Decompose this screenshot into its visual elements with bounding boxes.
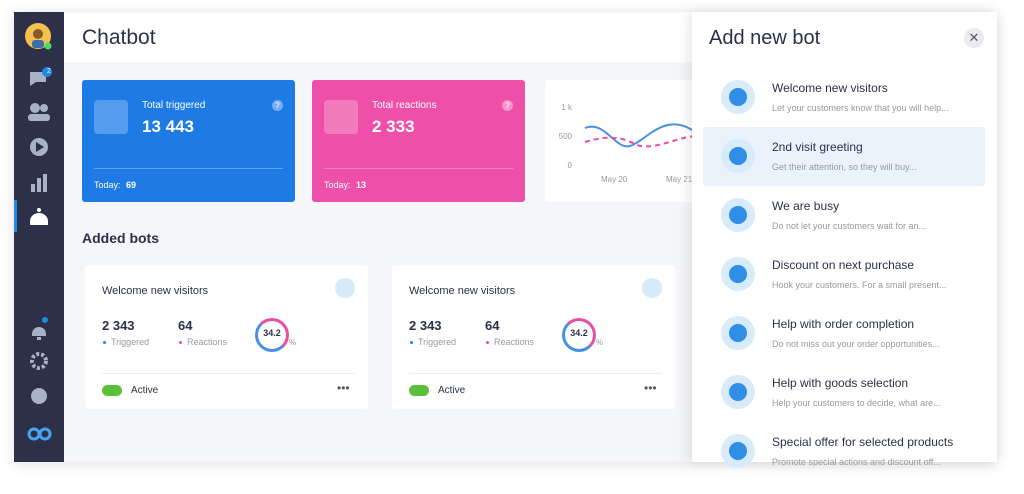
help-icon: ? xyxy=(272,100,283,111)
reactions-value: 64 xyxy=(178,318,193,333)
more-menu[interactable]: ••• xyxy=(644,381,657,395)
active-toggle[interactable] xyxy=(409,385,429,396)
triggered-value: 2 343 xyxy=(409,318,442,333)
item-desc: Hook your customers. For a small present… xyxy=(772,280,947,290)
today-label: Today: xyxy=(324,180,351,190)
reactions-label: Reactions xyxy=(187,337,228,347)
bot-icon xyxy=(642,278,662,298)
item-icon-core xyxy=(729,324,747,342)
stat-divider xyxy=(94,168,283,169)
item-icon-core xyxy=(729,265,747,283)
stat-card[interactable] xyxy=(312,80,525,202)
stat-card[interactable] xyxy=(82,80,295,202)
item-desc: Do not miss out your order opportunities… xyxy=(772,339,940,349)
mini-chart xyxy=(584,123,696,148)
item-icon-core xyxy=(729,147,747,165)
rate-ring xyxy=(255,318,289,352)
item-desc: Do not let your customers wait for an... xyxy=(772,221,927,231)
today-value: 13 xyxy=(356,180,367,190)
card-divider xyxy=(102,373,355,374)
reactions-dot xyxy=(486,341,489,344)
header xyxy=(64,12,694,62)
item-icon-core xyxy=(729,206,747,224)
sidebar: 2 xyxy=(14,12,64,462)
item-desc: Promote special actions and discount off… xyxy=(772,457,941,466)
today-label: Today: xyxy=(94,180,121,190)
rate-unit: % xyxy=(289,338,297,347)
reactions-dot xyxy=(179,341,182,344)
status-label: Active xyxy=(131,385,159,396)
triggered-label: Triggered xyxy=(111,337,150,347)
item-title[interactable]: Welcome new visitors xyxy=(772,81,888,95)
section-title: Added bots xyxy=(82,230,159,246)
stat-icon xyxy=(324,100,358,134)
status-label: Active xyxy=(438,385,466,396)
stat-value: 13 443 xyxy=(142,117,194,136)
more-menu[interactable]: ••• xyxy=(337,381,350,395)
rate-value: 34.2 xyxy=(570,328,588,338)
active-toggle[interactable] xyxy=(102,385,122,396)
item-title[interactable]: Help with goods selection xyxy=(772,376,909,390)
item-desc: Let your customers know that you will he… xyxy=(772,103,949,113)
reactions-value: 64 xyxy=(485,318,500,333)
today-value: 69 xyxy=(126,180,137,190)
stat-icon xyxy=(94,100,128,134)
close-button[interactable]: ✕ xyxy=(964,28,984,48)
item-title[interactable]: We are busy xyxy=(772,199,840,213)
item-title[interactable]: Special offer for selected products xyxy=(772,435,954,449)
y-tick-label: 0 xyxy=(567,161,572,170)
rate-value: 34.2 xyxy=(263,328,281,338)
item-icon-core xyxy=(729,88,747,106)
item-desc: Help your customers to decide, what are.… xyxy=(772,398,941,408)
triggered-value: 2 343 xyxy=(102,318,135,333)
x-tick-label: May 21 xyxy=(666,175,693,184)
help-icon: ? xyxy=(502,100,513,111)
mini-chart-card xyxy=(545,80,696,202)
bot-name: Welcome new visitors xyxy=(102,285,209,297)
stat-label: Total reactions xyxy=(372,100,437,111)
item-title[interactable]: Help with order completion xyxy=(772,317,915,331)
y-tick-label: 1 k xyxy=(561,103,572,112)
notification-badge: 2 xyxy=(47,68,51,75)
stat-label: Total triggered xyxy=(142,100,206,111)
item-desc: Get their attention, so they will buy... xyxy=(772,162,917,172)
bot-name: Welcome new visitors xyxy=(409,285,516,297)
item-icon-core xyxy=(729,442,747,460)
bot-icon xyxy=(335,278,355,298)
stat-divider xyxy=(324,168,513,169)
triggered-dot xyxy=(410,341,413,344)
rate-ring xyxy=(562,318,596,352)
rate-unit: % xyxy=(596,338,604,347)
sidebar-icons xyxy=(14,23,52,441)
stat-value: 2 333 xyxy=(372,117,415,136)
item-icon-core xyxy=(729,383,747,401)
bot-card[interactable] xyxy=(85,265,368,409)
reactions-label: Reactions xyxy=(494,337,535,347)
bot-card[interactable] xyxy=(392,265,675,409)
panel-title: Add new bot xyxy=(709,27,821,49)
triggered-dot xyxy=(103,341,106,344)
y-tick-label: 500 xyxy=(558,132,572,141)
item-title[interactable]: 2nd visit greeting xyxy=(772,140,863,154)
triggered-label: Triggered xyxy=(418,337,457,347)
page-title: Chatbot xyxy=(82,26,156,49)
card-divider xyxy=(409,373,662,374)
x-tick-label: May 20 xyxy=(601,175,628,184)
item-title[interactable]: Discount on next purchase xyxy=(772,258,915,272)
